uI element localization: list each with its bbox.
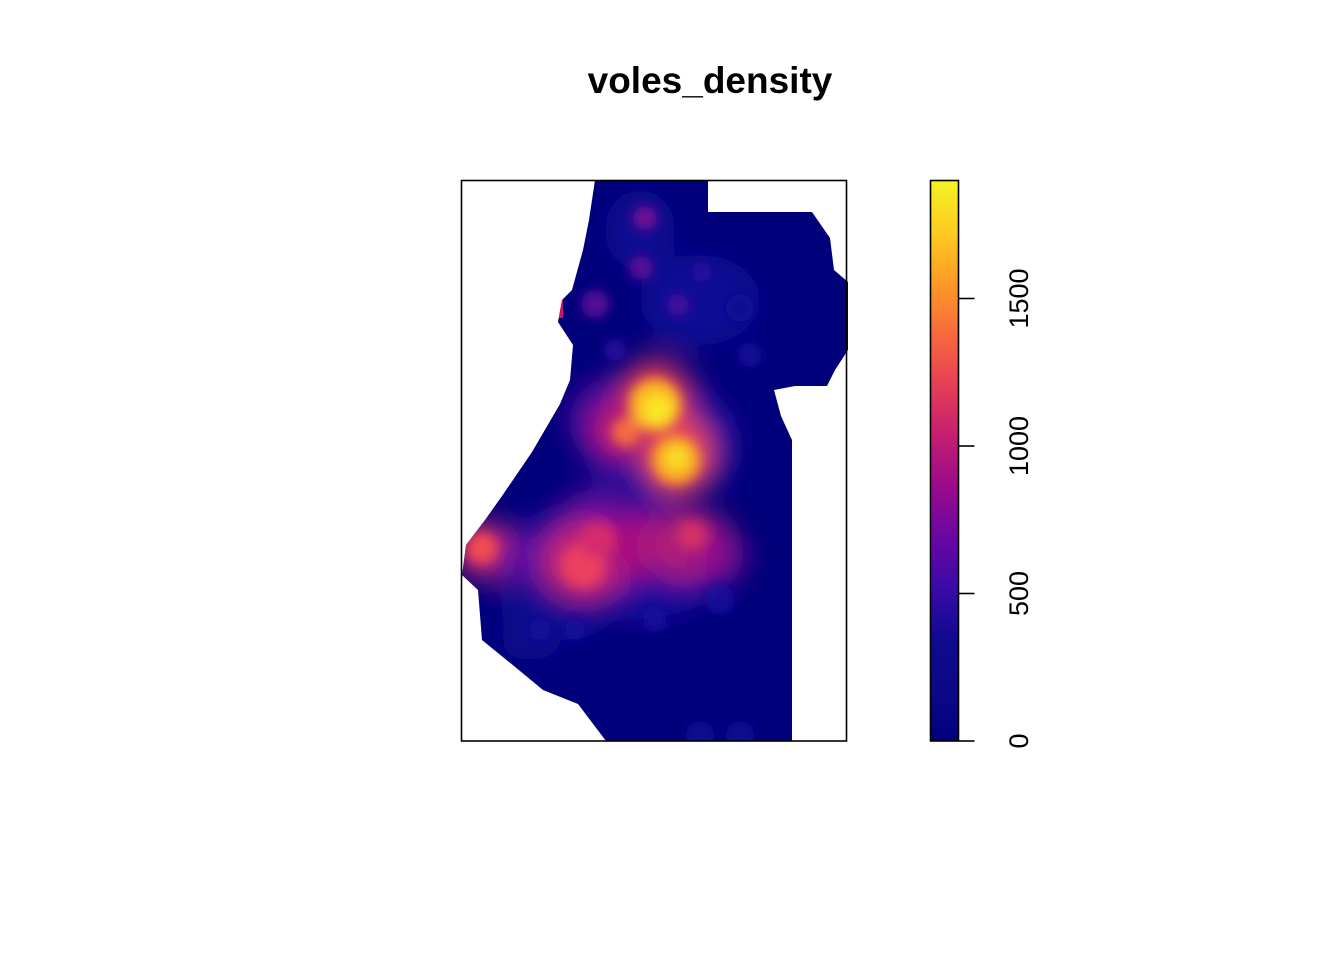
- legend-tick-label: 500: [1004, 571, 1034, 616]
- legend-tick-label: 0: [1004, 733, 1034, 748]
- plot-frame: [460, 179, 848, 742]
- legend-axis: 0 500 1000 1500: [958, 268, 1034, 749]
- legend-tick-label: 1000: [1004, 416, 1034, 476]
- legend-color-bar: [929, 179, 960, 742]
- chart-title: voles_density: [588, 60, 833, 101]
- density-raster: [462, 180, 848, 741]
- legend: 0 500 1000 1500: [929, 179, 1034, 749]
- legend-tick-label: 1500: [1004, 268, 1034, 328]
